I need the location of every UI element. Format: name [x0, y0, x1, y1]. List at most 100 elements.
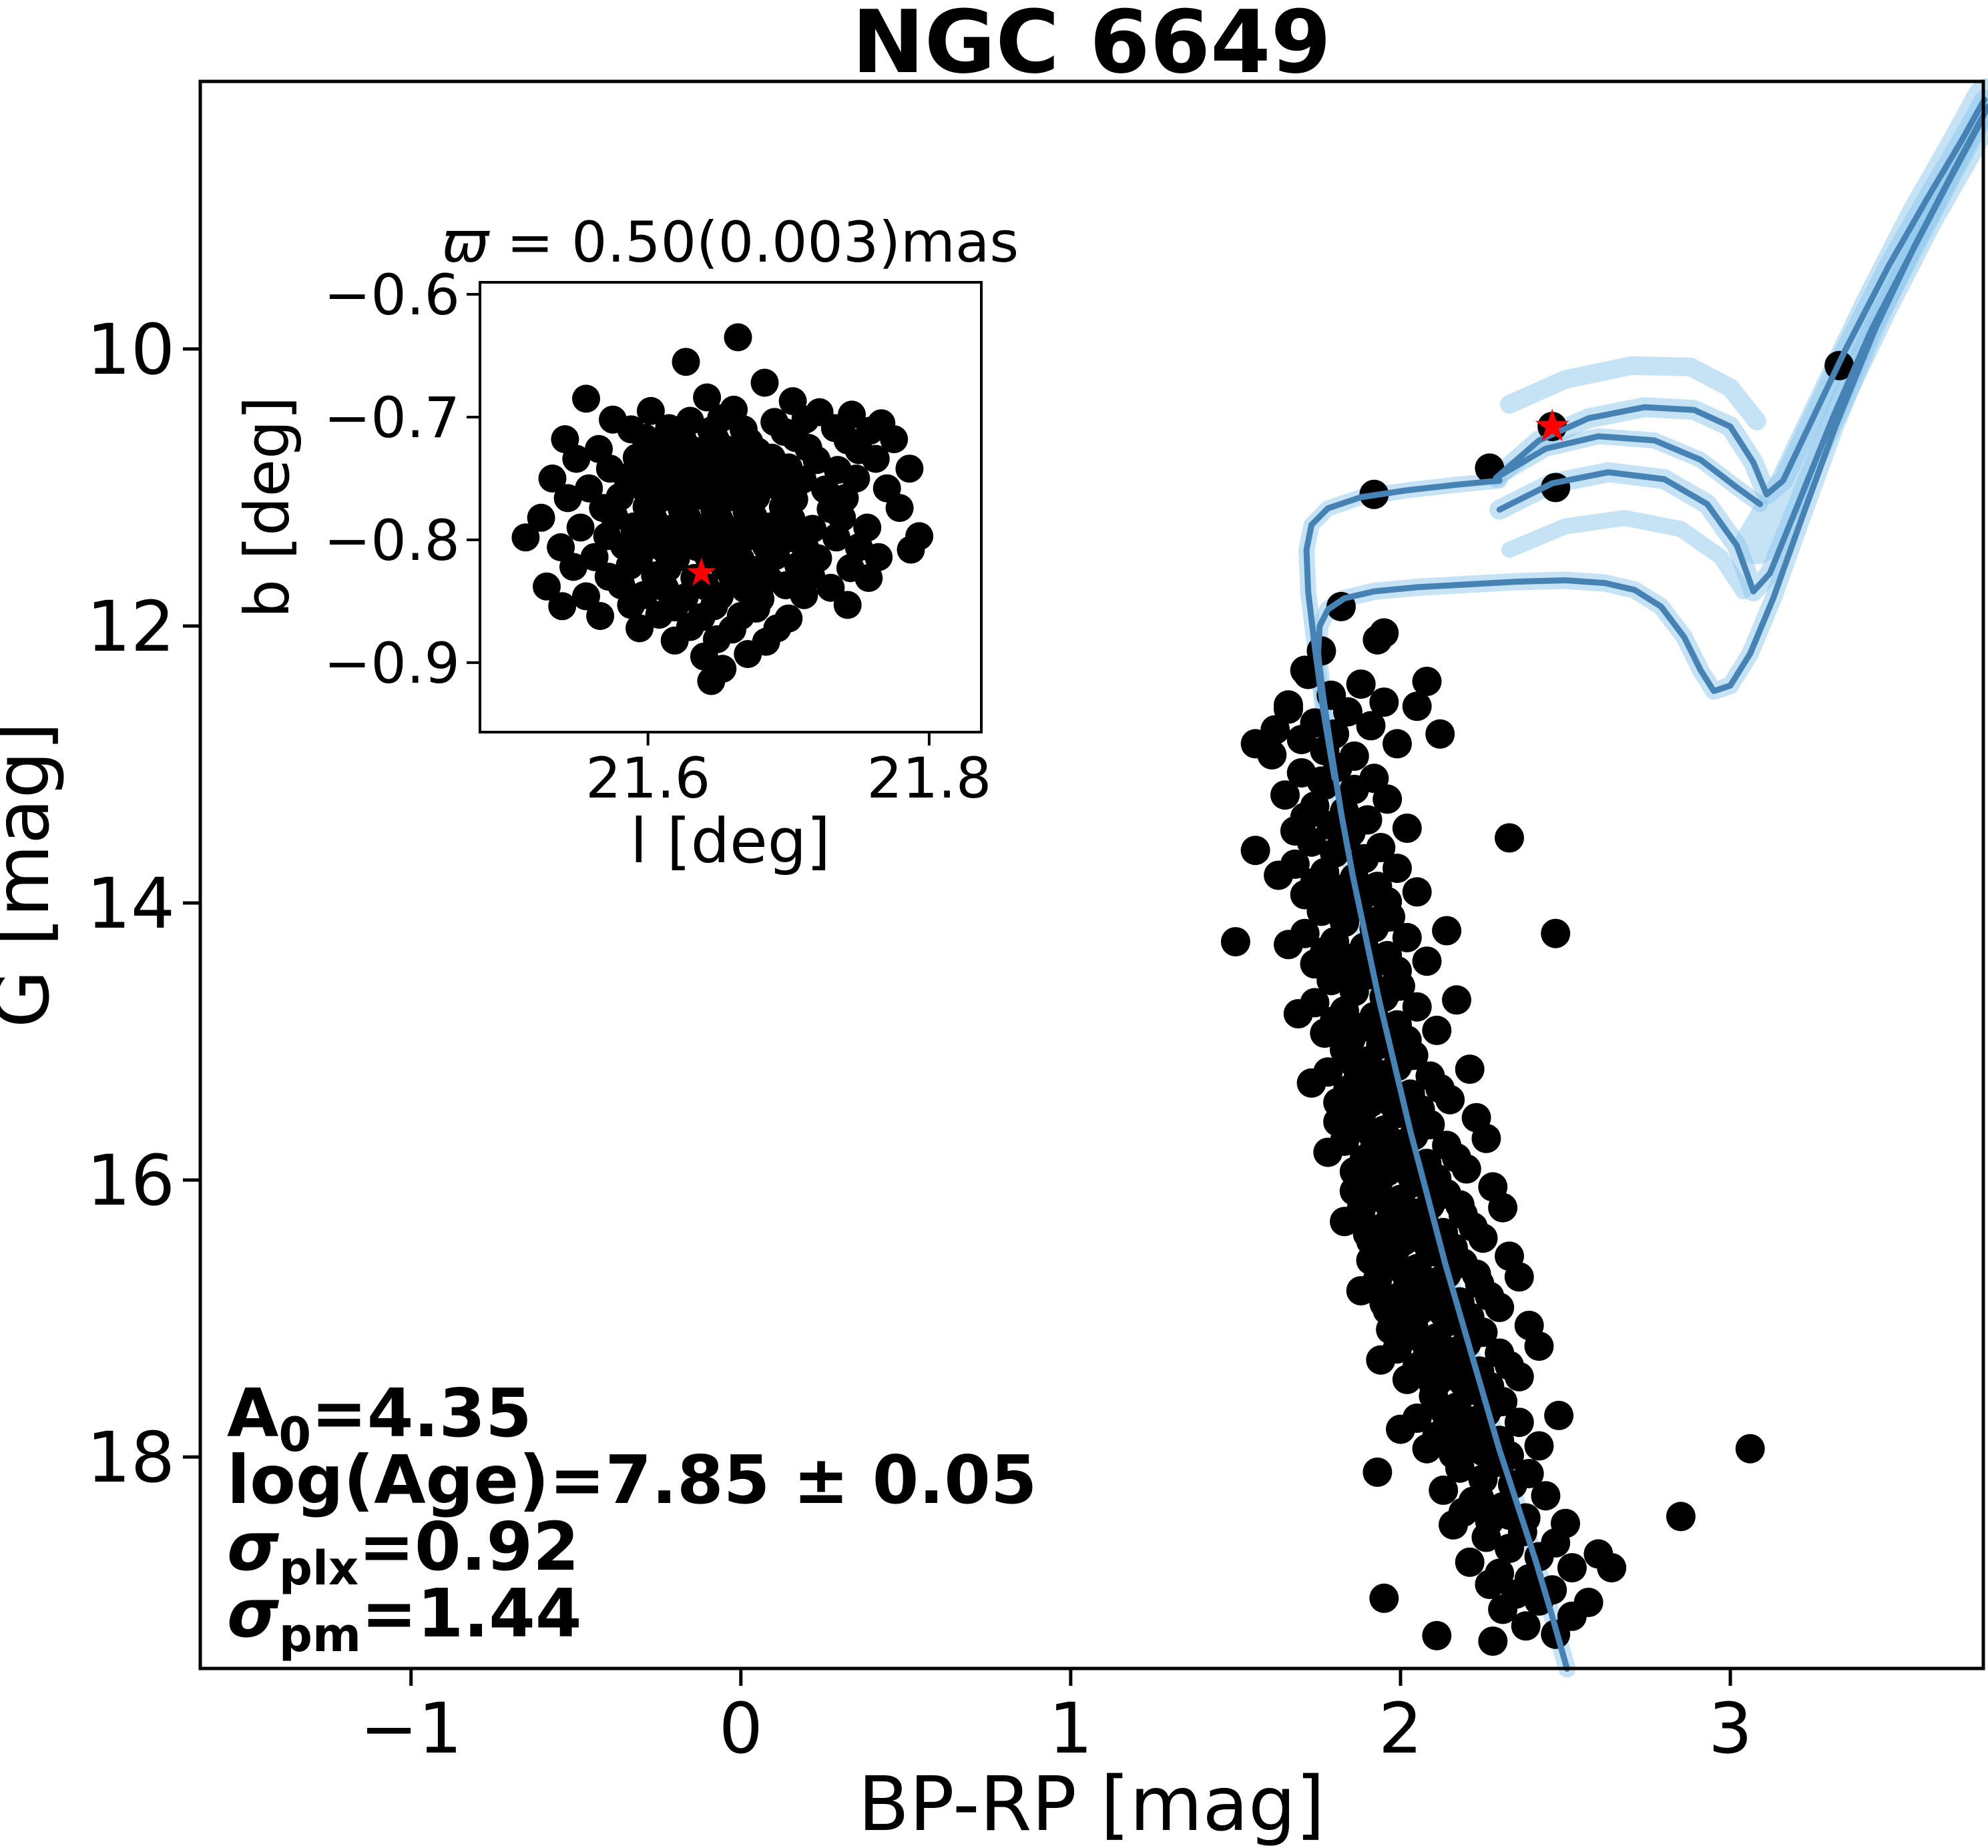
scatter-point	[1339, 1048, 1369, 1079]
inset-scatter-point	[885, 494, 914, 523]
scatter-point	[1306, 896, 1336, 926]
inset-scatter-point	[816, 573, 845, 602]
scatter-point	[1330, 1207, 1359, 1237]
stat-sigma-pm: σpm=1.44	[227, 1574, 581, 1662]
scatter-point	[1504, 1408, 1534, 1438]
scatter-point	[1386, 1129, 1415, 1159]
x-axis-label: BP-RP [mag]	[858, 1761, 1325, 1848]
scatter-point	[1541, 918, 1571, 948]
isochrone-band-band-mid-lower-edge	[1501, 510, 1752, 600]
scatter-point	[1296, 827, 1326, 857]
isochrone-band-band-rise-envelope	[1735, 78, 1988, 565]
y-tick-label: −0.9	[324, 631, 460, 696]
scatter-point	[1488, 1594, 1518, 1624]
inset-scatter-point	[802, 446, 831, 475]
scatter-point	[1316, 966, 1346, 996]
x-tick-label: 3	[1708, 1688, 1752, 1769]
inset-scatter-point	[672, 348, 700, 376]
inset-scatter-point	[538, 465, 567, 493]
scatter-point	[1313, 1137, 1343, 1167]
inset-scatter-point	[645, 601, 674, 629]
scatter-point	[1369, 1060, 1399, 1090]
scatter-point	[1531, 1481, 1561, 1511]
scatter-point	[1471, 1522, 1501, 1552]
inset-scatter-point	[854, 564, 883, 592]
scatter-point	[1442, 985, 1471, 1015]
inset-scatter-point	[724, 323, 752, 352]
scatter-point	[1402, 691, 1432, 721]
scatter-point	[1735, 1434, 1765, 1464]
scatter-point	[1455, 1547, 1485, 1577]
scatter-point	[1495, 823, 1524, 853]
inset-scatter-point	[861, 444, 890, 473]
inset-scatter-point	[566, 513, 595, 542]
scatter-point	[1432, 916, 1462, 946]
scatter-point	[1461, 1259, 1491, 1289]
scatter-point	[1439, 1337, 1468, 1367]
scatter-point	[1386, 1414, 1415, 1444]
cmd-red-star-marker	[1535, 408, 1569, 441]
inset-axes-ticks	[467, 293, 931, 745]
main-axes-frame	[198, 79, 1985, 1670]
scatter-point	[1429, 1475, 1459, 1505]
scatter-point	[1445, 1190, 1475, 1220]
inset-scatter-point	[533, 572, 561, 601]
inset-scatter-point	[864, 543, 893, 571]
inset-scatter-point	[895, 454, 924, 483]
scatter-point	[1475, 1570, 1505, 1599]
inset-scatter-point	[559, 553, 587, 581]
scatter-point	[1362, 625, 1393, 655]
scatter-point	[1495, 1351, 1524, 1381]
inset-scatter-point	[897, 535, 925, 564]
stat-extinction: A0=4.35	[227, 1374, 532, 1462]
scatter-point	[1346, 669, 1376, 699]
x-tick-label: 2	[1379, 1688, 1423, 1769]
scatter-point	[1544, 1400, 1574, 1430]
scatter-point	[1310, 1018, 1340, 1048]
scatter-point	[1376, 1315, 1406, 1345]
scatter-point	[1369, 687, 1399, 717]
y-tick-label: 18	[87, 1417, 175, 1498]
scatter-point	[1339, 1176, 1369, 1206]
inset-scatter-point	[626, 614, 654, 643]
x-tick-label: 1	[1049, 1688, 1093, 1769]
inset-red-star-marker	[686, 557, 716, 586]
y-tick-label: −0.6	[324, 262, 460, 328]
scatter-point	[1429, 1395, 1459, 1425]
isochrone-line-iso-mid-ms	[1303, 477, 1503, 782]
inset-scatter-points	[511, 323, 934, 695]
inset-scatter-point	[697, 667, 726, 695]
scatter-point	[1425, 1074, 1455, 1104]
inset-scatter-point	[636, 396, 665, 425]
scatter-point	[1422, 1620, 1452, 1650]
scatter-point	[1323, 1107, 1353, 1137]
inset-scatter-point	[586, 602, 615, 630]
scatter-point	[1478, 1172, 1508, 1202]
scatter-point	[1495, 1534, 1524, 1564]
scatter-point	[1412, 667, 1442, 696]
scatter-point	[1283, 999, 1313, 1028]
scatter-point	[1445, 1453, 1475, 1483]
y-tick-label: −0.7	[324, 385, 460, 450]
inset-scatter-point	[580, 543, 609, 571]
scatter-point	[1402, 877, 1432, 907]
scatter-point	[1274, 930, 1303, 960]
inset-scatter-point	[511, 523, 540, 552]
scatter-point	[1455, 1054, 1485, 1085]
scatter-point	[1412, 946, 1442, 976]
scatter-point	[1392, 1364, 1422, 1394]
scatter-point	[1369, 1288, 1399, 1318]
isochrone-line-iso-top-lower	[1493, 433, 1763, 507]
inset-scatter-point	[790, 581, 818, 609]
stat-sigma-plx: σplx=0.92	[227, 1508, 579, 1596]
scatter-point	[1362, 1457, 1393, 1487]
scatter-point	[1264, 860, 1294, 890]
inset-scatter-point	[617, 591, 646, 619]
scatter-point	[1383, 854, 1412, 884]
scatter-point	[1270, 780, 1300, 810]
scatter-point	[1332, 697, 1362, 727]
scatter-point	[1475, 1281, 1505, 1311]
inset-scatter-point	[548, 592, 577, 621]
